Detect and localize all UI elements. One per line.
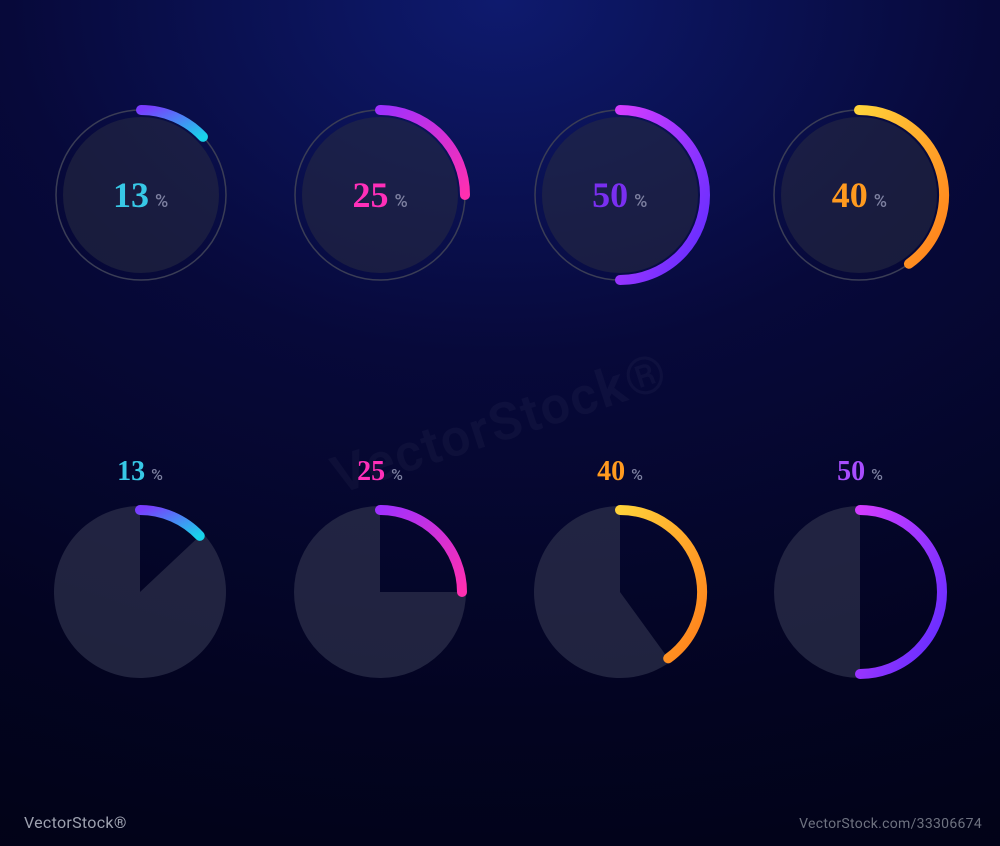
watermark-text: VectorStock® bbox=[24, 813, 127, 832]
ring-value: 50 bbox=[592, 174, 628, 216]
pie-progress-arc bbox=[140, 510, 200, 536]
pie-remaining-wedge bbox=[534, 506, 671, 678]
percent-icon: % bbox=[155, 191, 168, 212]
pie-progress-arc bbox=[380, 510, 462, 592]
ring-label: 13 % bbox=[113, 174, 168, 216]
ring-value: 25 bbox=[353, 174, 389, 216]
pie-svg bbox=[520, 492, 720, 692]
percent-icon: % bbox=[634, 191, 647, 212]
pie-label: 40 % bbox=[597, 456, 643, 488]
pie-arc: 25 % bbox=[280, 446, 480, 692]
pie-value: 13 bbox=[117, 456, 145, 488]
ring-label: 40 % bbox=[832, 174, 887, 216]
progress-ring-row: 13 % 25 % bbox=[0, 96, 1000, 294]
percent-icon: % bbox=[151, 465, 163, 484]
image-id-text: VectorStock.com/33306674 bbox=[799, 816, 982, 832]
pie-svg bbox=[760, 492, 960, 692]
progress-ring: 13 % bbox=[42, 96, 240, 294]
percent-icon: % bbox=[395, 191, 408, 212]
pie-arc-row: 13 % 25 % bbox=[0, 446, 1000, 692]
ring-label: 25 % bbox=[353, 174, 408, 216]
progress-ring: 25 % bbox=[281, 96, 479, 294]
ring-label: 50 % bbox=[592, 174, 647, 216]
pie-value: 50 bbox=[837, 456, 865, 488]
progress-ring: 50 % bbox=[521, 96, 719, 294]
percent-icon: % bbox=[874, 191, 887, 212]
percent-icon: % bbox=[631, 465, 643, 484]
pie-value: 25 bbox=[357, 456, 385, 488]
percent-icon: % bbox=[871, 465, 883, 484]
pie-remaining-wedge bbox=[774, 506, 860, 678]
chart-stage: VectorStock® 13 % bbox=[0, 0, 1000, 846]
pie-label: 25 % bbox=[357, 456, 403, 488]
ring-value: 40 bbox=[832, 174, 868, 216]
pie-svg bbox=[280, 492, 480, 692]
pie-arc: 50 % bbox=[760, 446, 960, 692]
pie-label: 13 % bbox=[117, 456, 163, 488]
pie-arc: 40 % bbox=[520, 446, 720, 692]
progress-ring: 40 % bbox=[760, 96, 958, 294]
pie-progress-arc bbox=[860, 510, 942, 674]
pie-value: 40 bbox=[597, 456, 625, 488]
pie-label: 50 % bbox=[837, 456, 883, 488]
pie-svg bbox=[40, 492, 240, 692]
percent-icon: % bbox=[391, 465, 403, 484]
pie-arc: 13 % bbox=[40, 446, 240, 692]
ring-value: 13 bbox=[113, 174, 149, 216]
